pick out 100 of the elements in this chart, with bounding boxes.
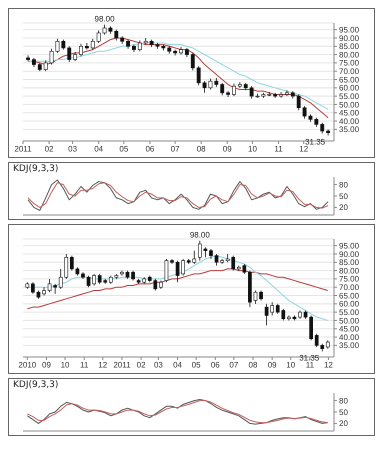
candlestick xyxy=(232,83,236,97)
candlestick xyxy=(32,58,36,68)
x-tick-label: 03 xyxy=(68,144,78,154)
y-tick-label: 75.00 xyxy=(339,58,360,68)
y-tick-label: 65.00 xyxy=(339,75,360,84)
candlestick xyxy=(90,38,95,50)
y-tick-label: 60.00 xyxy=(339,84,360,93)
y-tick-label: 95.00 xyxy=(339,25,360,34)
x-tick-label: 02 xyxy=(136,360,146,370)
candlestick xyxy=(192,250,196,264)
y-tick-label: 80.00 xyxy=(339,266,360,276)
candlestick xyxy=(208,78,212,90)
y-tick-label: 45.00 xyxy=(339,108,360,118)
x-tick-label: 09 xyxy=(42,360,52,370)
candlestick xyxy=(264,303,268,326)
line-series xyxy=(28,42,329,110)
x-tick-label: 10 xyxy=(60,360,70,370)
candlestick xyxy=(153,278,158,291)
x-tick-label: 03 xyxy=(154,360,164,370)
candlestick xyxy=(256,93,260,98)
y-tick-label: 90.00 xyxy=(339,250,360,259)
annotation: 31.35 xyxy=(299,353,320,362)
candlestick xyxy=(98,274,102,284)
candlestick xyxy=(231,255,236,271)
y-tick-label: 50.00 xyxy=(339,100,360,110)
y-tick-label: 50 xyxy=(339,408,348,417)
x-tick-label: 10 xyxy=(248,144,258,154)
x-tick-label: 06 xyxy=(210,360,220,370)
x-tick-label: 07 xyxy=(229,360,239,370)
y-tick-label: 80.00 xyxy=(339,50,360,60)
line-series xyxy=(26,268,328,310)
x-tick-label: 12 xyxy=(98,360,108,370)
y-tick-label: 75.00 xyxy=(339,274,360,284)
line-series xyxy=(26,255,328,321)
x-tick-label: 09 xyxy=(222,144,232,154)
y-tick-label: 80 xyxy=(339,396,348,406)
y-tick-label: 45.00 xyxy=(339,324,360,334)
y-tick-label: 55.00 xyxy=(339,308,360,317)
y-tick-label: 70.00 xyxy=(339,67,360,76)
chart-title: KDJ(9,3,3) xyxy=(13,380,58,390)
x-tick-label: 11 xyxy=(274,144,284,154)
candlestick xyxy=(302,106,307,119)
y-tick-label: 50 xyxy=(339,192,348,201)
x-tick-label: 08 xyxy=(196,144,206,154)
candlestick xyxy=(58,268,63,290)
candlestick xyxy=(314,117,318,128)
candlestick xyxy=(61,39,66,50)
candlestick xyxy=(242,264,246,274)
x-tick-label: 12 xyxy=(324,360,334,370)
annotation: 98.00 xyxy=(94,14,116,24)
x-tick-label: 10 xyxy=(286,360,296,370)
y-tick-label: 90.00 xyxy=(339,34,360,43)
candlestick xyxy=(126,39,130,50)
candlestick xyxy=(314,333,319,348)
candlestick xyxy=(96,30,101,44)
candlestick xyxy=(320,122,324,134)
y-tick-label: 55.00 xyxy=(339,92,360,101)
y-tick-label: 35.00 xyxy=(339,125,360,134)
candlestick xyxy=(184,48,189,58)
y-tick-label: 20 xyxy=(339,203,348,212)
y-tick-label: 40.00 xyxy=(339,332,360,342)
y-tick-label: 35.00 xyxy=(339,341,360,350)
x-tick-label: 05 xyxy=(192,360,202,370)
candlestick xyxy=(270,302,274,316)
candlestick xyxy=(56,38,60,54)
x-tick-label: 12 xyxy=(299,144,309,154)
candlestick xyxy=(276,303,280,314)
y-tick-label: 70.00 xyxy=(339,283,360,292)
x-tick-label: 06 xyxy=(145,144,155,154)
x-tick-label: 11 xyxy=(80,360,89,370)
candlestick xyxy=(281,308,286,321)
x-tick-label: 2011 xyxy=(113,360,132,370)
y-tick-label: 80 xyxy=(339,180,348,190)
annotation: 98.00 xyxy=(190,230,210,240)
candlestick xyxy=(50,48,54,65)
y-tick-label: 40.00 xyxy=(339,116,360,126)
x-tick-label: 09 xyxy=(268,360,278,370)
candlestick xyxy=(250,86,254,100)
y-tick-label: 85.00 xyxy=(339,42,360,52)
candlestick xyxy=(79,43,83,57)
x-tick-label: 08 xyxy=(248,360,258,370)
x-tick-label: 2011 xyxy=(14,144,32,154)
x-tick-label: 11 xyxy=(306,360,315,370)
candlestick xyxy=(53,283,58,294)
candlestick xyxy=(73,52,78,62)
candlestick xyxy=(202,80,206,94)
candlestick xyxy=(70,255,74,271)
x-tick-label: 07 xyxy=(170,144,180,154)
candlestick xyxy=(64,254,68,280)
y-tick-label: 65.00 xyxy=(339,291,360,300)
candlestick xyxy=(181,258,185,276)
x-tick-label: 05 xyxy=(119,144,129,154)
x-tick-label: 04 xyxy=(173,360,183,370)
y-tick-label: 85.00 xyxy=(339,258,360,268)
candlestick xyxy=(102,24,106,36)
candlestick xyxy=(67,46,72,62)
y-tick-label: 95.00 xyxy=(339,241,360,250)
y-tick-label: 60.00 xyxy=(339,300,360,309)
x-tick-label: 2010 xyxy=(18,360,37,370)
y-tick-label: 50.00 xyxy=(339,316,360,326)
